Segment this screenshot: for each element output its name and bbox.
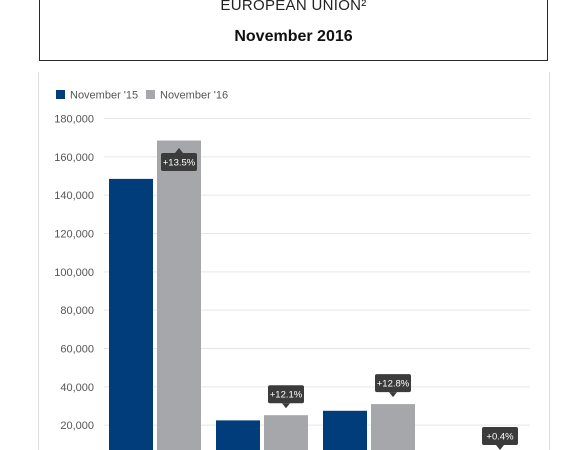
callout-box — [375, 374, 411, 393]
callout-label: +0.4% — [486, 432, 514, 443]
callout-pointer — [496, 445, 504, 450]
y-tick-label: 120,000 — [54, 228, 94, 240]
y-tick-label: 140,000 — [54, 190, 94, 202]
y-tick-label: 180,000 — [54, 113, 94, 125]
callout-pointer — [175, 148, 183, 153]
callout-pointer — [389, 392, 397, 398]
bar-november-16 — [157, 140, 201, 450]
callout-label: +12.1% — [270, 390, 303, 401]
callout-label: +12.8% — [377, 379, 410, 390]
callout-label: +13.5% — [163, 158, 196, 169]
legend-swatch — [146, 90, 155, 99]
change-callout: +0.4% — [482, 427, 518, 450]
title-box: EUROPEAN UNION² November 2016 — [39, 0, 548, 61]
region-title: EUROPEAN UNION² — [220, 0, 367, 14]
y-tick-label: 60,000 — [60, 343, 94, 355]
callout-box — [482, 427, 518, 445]
change-callout: +12.1% — [268, 385, 304, 409]
bar-november-16 — [264, 415, 308, 450]
bar-november-16 — [371, 404, 415, 450]
callout-box — [161, 153, 197, 171]
chart-panel — [38, 72, 550, 450]
change-callout: +13.5% — [161, 148, 197, 171]
change-callouts: +13.5% +12.1% +12.8% +0.4% — [161, 148, 518, 450]
bar-november-15 — [216, 420, 260, 450]
legend-label: November '15 — [70, 90, 138, 102]
callout-box — [268, 385, 304, 404]
y-tick-label: 40,000 — [60, 382, 94, 394]
chart-bars — [109, 140, 415, 450]
bar-november-15 — [109, 178, 153, 450]
callout-pointer — [282, 403, 290, 409]
y-tick-label: 20,000 — [60, 420, 94, 432]
y-axis: 20,000 40,000 60,000 80,000 100,000 120,000 14… — [54, 113, 94, 432]
y-tick-label: 160,000 — [54, 152, 94, 164]
bar-november-15 — [323, 410, 367, 450]
legend-swatch — [56, 90, 65, 99]
y-tick-label: 100,000 — [54, 267, 94, 279]
period-title: November 2016 — [234, 28, 353, 45]
legend-label: November '16 — [160, 90, 228, 102]
chart-legend: November '15 November '16 — [56, 90, 228, 102]
change-callout: +12.8% — [375, 374, 411, 398]
y-tick-label: 80,000 — [60, 305, 94, 317]
